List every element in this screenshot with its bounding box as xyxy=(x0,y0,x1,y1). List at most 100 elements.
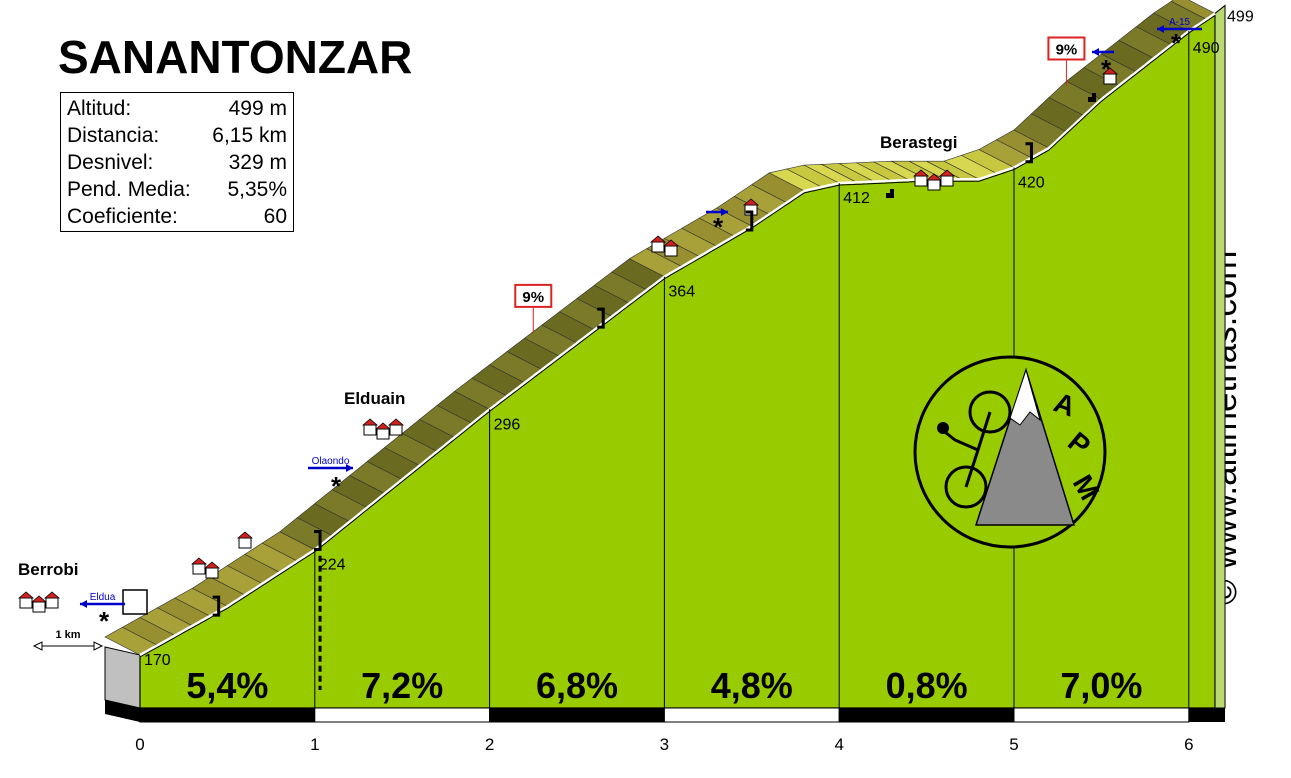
altitude-label: 499 xyxy=(1227,8,1254,25)
max-gradient-label: 9% xyxy=(522,289,544,306)
profile-right-face xyxy=(1214,4,1226,709)
house-icon-roof xyxy=(662,239,680,247)
segment-gradient-label: 6,8% xyxy=(536,665,618,706)
segment-gradient-label: 5,4% xyxy=(186,665,268,706)
town-icon-berrobi-roof xyxy=(17,591,35,599)
altitude-label: 296 xyxy=(494,416,521,433)
junction-label: Olaondo xyxy=(312,456,350,467)
house-icon xyxy=(205,567,219,579)
place-name: Berrobi xyxy=(18,560,78,579)
segment-gradient-label: 0,8% xyxy=(886,665,968,706)
x-tick-label: 1 xyxy=(310,735,319,754)
section-marker xyxy=(314,529,322,551)
factory-icon xyxy=(122,589,148,615)
altitude-label: 412 xyxy=(843,190,870,207)
town-icon-elduain xyxy=(389,424,403,436)
km-bar-segment xyxy=(489,707,665,723)
junction-label: A-15 xyxy=(1169,17,1191,28)
section-marker xyxy=(1025,142,1033,164)
km-bar-segment xyxy=(314,707,491,723)
max-gradient-badge xyxy=(1047,36,1086,61)
profile-side-wall xyxy=(104,646,141,709)
house-icon xyxy=(664,245,678,257)
junction-arrow-head xyxy=(1092,48,1099,56)
house-icon xyxy=(651,241,665,253)
town-icon-elduain-roof xyxy=(387,418,405,426)
town-icon-berastegi xyxy=(914,175,928,187)
town-icon-berastegi xyxy=(940,175,954,187)
town-icon-elduain-roof xyxy=(374,422,392,430)
x-tick-label: 2 xyxy=(485,735,494,754)
stat-pendiente: Pend. Media: 5,35% xyxy=(67,178,287,201)
junction-asterisk: * xyxy=(331,471,342,501)
junction-arrow-head xyxy=(80,600,87,608)
altitude-label: 364 xyxy=(668,284,695,301)
altitude-label: 224 xyxy=(319,557,346,574)
junction-arrow-head xyxy=(721,208,728,216)
scale-arrow-left xyxy=(32,641,43,651)
stat-desnivel: Desnivel: 329 m xyxy=(67,151,287,174)
junction-arrow-head xyxy=(346,464,353,472)
town-icon-berastegi-roof xyxy=(938,169,956,177)
town-icon-berrobi xyxy=(19,597,33,609)
stat-distancia: Distancia: 6,15 km xyxy=(67,124,287,147)
place-name: Berastegi xyxy=(880,133,957,152)
house-icon-roof xyxy=(649,235,667,243)
segment-gradient-label: 4,8% xyxy=(711,665,793,706)
junction-arrow-head xyxy=(1157,25,1164,33)
house-icon xyxy=(238,537,252,549)
stats-box: Altitud: 499 m Distancia: 6,15 km Desnivel… xyxy=(60,92,294,232)
house-icon xyxy=(192,563,206,575)
town-icon-elduain-roof xyxy=(361,418,379,426)
apm-logo: A P M xyxy=(913,355,1107,549)
max-gradient-label: 9% xyxy=(1056,42,1078,59)
house-icon xyxy=(1103,73,1117,85)
x-tick-label: 4 xyxy=(834,735,843,754)
town-icon-elduain xyxy=(363,424,377,436)
scale-label: 1 km xyxy=(55,629,80,641)
town-icon-berrobi xyxy=(45,597,59,609)
section-marker xyxy=(597,307,605,329)
page-title: SANANTONZAR xyxy=(58,31,413,83)
town-icon-elduain xyxy=(376,428,390,440)
km-bar-segment xyxy=(838,707,1015,723)
stat-altitud: Altitud: 499 m xyxy=(67,97,287,120)
km-bar-segment xyxy=(139,707,316,723)
place-name: Elduain xyxy=(344,389,405,408)
scale-arrow-right xyxy=(93,641,104,651)
x-tick-label: 3 xyxy=(660,735,669,754)
house-icon-roof xyxy=(1101,67,1119,75)
junction-asterisk: * xyxy=(1171,28,1182,58)
church-icon xyxy=(886,189,894,198)
km-bar-segment xyxy=(663,707,840,723)
town-icon-berrobi-roof xyxy=(30,595,48,603)
house-icon-roof xyxy=(742,198,760,206)
town-icon-berastegi-roof xyxy=(925,173,943,181)
altitude-label: 420 xyxy=(1018,175,1045,192)
section-marker xyxy=(212,595,221,617)
house-icon-roof xyxy=(203,561,221,569)
max-gradient-badge xyxy=(514,283,553,308)
x-tick-label: 0 xyxy=(135,735,144,754)
section-marker xyxy=(745,210,754,232)
junction-asterisk: * xyxy=(713,212,724,242)
km-bar-segment xyxy=(1013,707,1190,723)
town-icon-berastegi-roof xyxy=(912,169,930,177)
junction-label: Eldua xyxy=(90,592,116,603)
x-tick-label: 6 xyxy=(1184,735,1193,754)
x-tick-label: 5 xyxy=(1009,735,1018,754)
km-bar-segment xyxy=(1188,708,1226,722)
town-icon-berrobi-roof xyxy=(43,591,61,599)
junction-asterisk: * xyxy=(99,606,110,636)
segment-gradient-label: 7,2% xyxy=(361,665,443,706)
town-icon-berastegi xyxy=(927,179,941,191)
altitude-label: 490 xyxy=(1193,40,1220,57)
segment-gradient-label: 7,0% xyxy=(1060,665,1142,706)
house-icon-roof xyxy=(236,531,254,539)
stat-coeficiente: Coeficiente: 60 xyxy=(67,205,287,228)
profile-base-side xyxy=(105,700,140,722)
house-icon-roof xyxy=(190,557,208,565)
altitude-label: 170 xyxy=(144,652,171,669)
town-icon-berrobi xyxy=(32,601,46,613)
